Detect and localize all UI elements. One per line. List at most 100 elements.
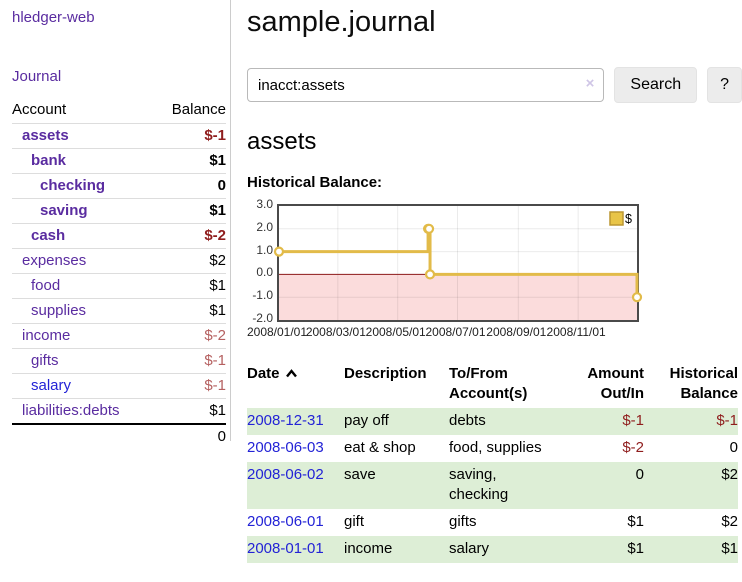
account-balance: $-2 (154, 223, 226, 249)
account-heading: assets (247, 128, 317, 155)
transactions-table: Date Description To/From Account(s) Amou… (247, 362, 738, 563)
app-title-link[interactable]: hledger-web (12, 9, 95, 26)
search-button[interactable]: Search (614, 67, 698, 103)
transaction-balance: $1 (721, 540, 738, 557)
account-link[interactable]: bank (31, 152, 67, 169)
transaction-description: eat & shop (344, 439, 416, 456)
transaction-date-link[interactable]: 2008-06-01 (247, 513, 324, 530)
search-form: × Search ? (247, 67, 742, 103)
column-header-date[interactable]: Date (247, 362, 344, 408)
transaction-balance: 0 (729, 439, 738, 456)
account-row: supplies $1 (12, 298, 226, 324)
transaction-row: 2008-12-31 pay off debts $-1 $-1 (247, 408, 738, 435)
accounts-total-value: 0 (154, 423, 226, 449)
x-axis-tick-label: 2008/07/01 (425, 325, 486, 339)
transaction-row: 2008-06-02 save saving, checking 0 $2 (247, 462, 738, 509)
account-balance: $1 (154, 148, 226, 174)
transaction-row: 2008-06-03 eat & shop food, supplies $-2 0 (247, 435, 738, 462)
x-axis-tick-label: 2008/01/01 (246, 325, 308, 339)
account-balance: $2 (154, 248, 226, 274)
transaction-amount: $-2 (622, 439, 644, 456)
transaction-date-link[interactable]: 2008-01-01 (247, 540, 324, 557)
account-row: liabilities:debts $1 (12, 398, 226, 424)
account-balance: $-1 (154, 373, 226, 399)
transaction-description: pay off (344, 412, 389, 429)
transaction-date-link[interactable]: 2008-12-31 (247, 412, 324, 429)
transaction-accounts: saving, checking (449, 466, 509, 503)
x-axis-tick-label: 2008/05/01 (365, 325, 426, 339)
account-row: salary $-1 (12, 373, 226, 399)
account-link[interactable]: checking (40, 177, 106, 194)
transaction-accounts: gifts (449, 513, 477, 530)
account-row: saving $1 (12, 198, 226, 224)
account-row: cash $-2 (12, 223, 226, 249)
main-content: sample.journal × Search ? assets Histori… (247, 0, 742, 563)
data-point-marker (424, 269, 436, 280)
account-link[interactable]: gifts (31, 352, 59, 369)
y-axis-tick-label: 1.0 (256, 242, 273, 257)
clear-search-icon[interactable]: × (585, 75, 595, 92)
account-row: assets $-1 (12, 123, 226, 149)
x-axis-tick-label: 2008/03/01 (305, 325, 366, 339)
account-balance: $1 (154, 198, 226, 224)
data-point-marker (423, 223, 435, 234)
transaction-description: gift (344, 513, 365, 530)
accounts-header-account: Account (12, 101, 67, 118)
transaction-date-link[interactable]: 2008-06-02 (247, 466, 324, 483)
transaction-row: 2008-01-01 income salary $1 $1 (247, 536, 738, 563)
sort-asc-icon (285, 369, 297, 378)
accounts-table: Account Balance assets $-1 bank $1 checking 0… (12, 98, 226, 449)
account-balance: $-2 (154, 323, 226, 349)
account-row: gifts $-1 (12, 348, 226, 374)
column-header-balance: Historical Balance (669, 365, 738, 402)
transaction-description: save (344, 466, 376, 483)
search-input-wrap: × (247, 68, 605, 102)
x-axis-tick-label: 2008/09/01 (486, 325, 547, 339)
account-link[interactable]: supplies (31, 302, 87, 319)
account-link[interactable]: liabilities:debts (22, 402, 120, 419)
transaction-accounts: salary (449, 540, 490, 557)
chart-title: Historical Balance: (247, 174, 383, 191)
column-header-amount: Amount Out/In (587, 365, 644, 402)
search-input[interactable] (247, 68, 605, 102)
account-link[interactable]: cash (31, 227, 66, 244)
account-row: bank $1 (12, 148, 226, 174)
negative-region (279, 274, 637, 320)
transaction-accounts: food, supplies (449, 439, 542, 456)
historical-balance-chart: $ 3.0 2.0 1.0 0.0 -1.0 -2.0 2008/01/01 2008/03/… (247, 197, 643, 340)
account-balance: $-1 (154, 123, 226, 149)
transaction-balance: $2 (721, 466, 738, 483)
help-button[interactable]: ? (707, 67, 742, 103)
transaction-balance: $-1 (716, 412, 738, 429)
page-title: sample.journal (247, 6, 436, 38)
data-point-marker (631, 292, 643, 303)
account-balance: $1 (154, 398, 226, 424)
transaction-amount: $1 (627, 513, 644, 530)
accounts-total-row: 0 (12, 423, 226, 449)
transaction-row: 2008-06-01 gift gifts $1 $2 (247, 509, 738, 536)
y-axis-tick-label: -1.0 (252, 288, 273, 303)
chart-plot-area: $ (273, 204, 643, 322)
account-row: expenses $2 (12, 248, 226, 274)
account-link[interactable]: saving (40, 202, 88, 219)
y-axis-tick-label: 0.0 (256, 265, 273, 280)
account-balance: $1 (154, 273, 226, 299)
legend-label: $ (625, 212, 632, 226)
accounts-body: assets $-1 bank $1 checking 0 saving $1 cash $-2 e… (12, 123, 226, 424)
accounts-header-balance: Balance (171, 101, 226, 118)
account-balance: 0 (154, 173, 226, 199)
y-axis-tick-label: -2.0 (252, 311, 273, 325)
account-link[interactable]: salary (31, 377, 72, 394)
account-link[interactable]: income (22, 327, 71, 344)
sidebar: hledger-web Journal Account Balance asse… (0, 0, 231, 449)
sidebar-item-journal[interactable]: Journal (12, 68, 62, 85)
account-link[interactable]: expenses (22, 252, 87, 269)
transaction-balance: $2 (721, 513, 738, 530)
column-header-description: Description (344, 365, 427, 382)
transaction-date-link[interactable]: 2008-06-03 (247, 439, 324, 456)
account-balance: $-1 (154, 348, 226, 374)
account-link[interactable]: food (31, 277, 61, 294)
account-link[interactable]: assets (22, 127, 69, 144)
transaction-amount: 0 (635, 466, 644, 483)
